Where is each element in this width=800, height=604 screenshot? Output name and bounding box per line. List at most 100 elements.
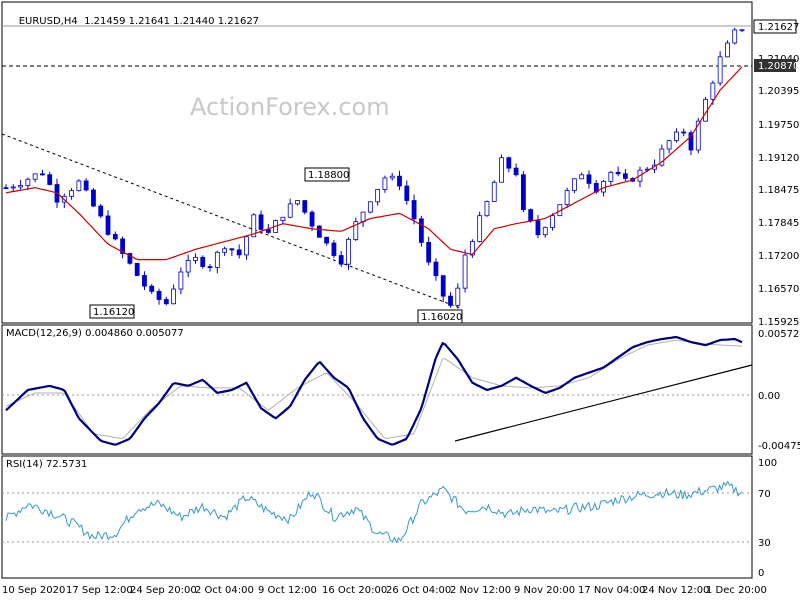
candle-body <box>251 214 257 238</box>
candle-body <box>462 254 468 289</box>
time-tick: 24 Sep 20:00 <box>130 585 197 596</box>
price-moving-average-line <box>5 66 743 261</box>
candle-body <box>10 186 16 189</box>
symbol-label: EURUSD,H4 <box>18 16 78 27</box>
candle-body <box>258 214 264 230</box>
price-tick: 1.18475 <box>758 185 799 196</box>
candle-body <box>91 189 96 207</box>
candle-body <box>615 171 621 175</box>
candle-body <box>331 242 337 256</box>
candle-body <box>25 178 31 186</box>
price-tick: 1.19750 <box>758 120 799 131</box>
second-low-annotation-label: 1.16020 <box>421 312 462 323</box>
candle-body <box>287 203 293 218</box>
macd-tick: 0.005725 <box>758 329 800 340</box>
price-y-axis: 1.21040 1.20395 1.19750 1.19120 1.18475 … <box>758 54 799 328</box>
candle-body <box>69 190 74 197</box>
candle-body <box>367 201 373 213</box>
candle-body <box>229 248 235 251</box>
candle-body <box>695 120 701 151</box>
candle-body <box>491 181 497 202</box>
candle-body <box>76 180 82 191</box>
candle-body <box>163 299 169 305</box>
candle-body <box>324 236 330 244</box>
candle-body <box>127 253 133 264</box>
candle-body <box>666 140 672 150</box>
price-tick: 1.17845 <box>758 218 799 229</box>
candle-body <box>98 205 104 217</box>
macd-panel-title: MACD(12,26,9) 0.004860 0.005077 <box>6 328 184 339</box>
candle-body <box>236 249 242 256</box>
time-tick: 17 Sep 12:00 <box>66 585 133 596</box>
price-panel-title: EURUSD,H4 1.21459 1.21641 1.21440 1.2162… <box>6 5 259 38</box>
rsi-y-axis: 100 70 30 0 <box>758 458 777 579</box>
watermark: ActionForex.com <box>190 93 390 121</box>
candle-body <box>142 275 147 287</box>
candle-body <box>659 148 665 166</box>
macd-panel-frame <box>1 324 753 455</box>
candle-body <box>200 256 206 267</box>
candle-body <box>448 295 453 306</box>
time-tick: 9 Nov 20:00 <box>514 585 575 596</box>
ohlc-values: 1.21459 1.21641 1.21440 1.21627 <box>84 16 260 27</box>
candle-body <box>411 200 417 220</box>
low-annotation-label: 1.16120 <box>93 307 134 318</box>
candle-body <box>579 174 585 180</box>
candle-body <box>83 180 89 191</box>
candle-body <box>608 171 614 182</box>
time-tick: 26 Oct 04:00 <box>386 585 451 596</box>
current-price-box <box>753 19 797 34</box>
candle-body <box>32 173 38 180</box>
candle-body <box>717 56 723 84</box>
candle-body <box>739 29 745 32</box>
candle-body <box>244 236 249 256</box>
macd-tick: -0.004755 <box>758 441 800 452</box>
candle-body <box>499 157 504 183</box>
time-tick: 2 Oct 04:00 <box>195 585 254 596</box>
price-tick: 1.17200 <box>758 251 799 262</box>
candle-body <box>222 248 228 253</box>
candle-body <box>710 82 716 100</box>
candle-body <box>295 200 300 205</box>
candle-body <box>404 185 410 201</box>
time-tick: 24 Nov 12:00 <box>642 585 709 596</box>
candle-body <box>513 167 519 176</box>
high-annotation-label: 1.18800 <box>308 170 349 181</box>
reference-price-label: 1.20870 <box>758 61 799 72</box>
candle-body <box>389 175 395 179</box>
price-tick: 1.19120 <box>758 153 799 164</box>
high-annotation-box <box>304 167 350 182</box>
candle-body <box>18 184 23 188</box>
rsi-tick: 30 <box>758 538 771 549</box>
time-tick: 10 Sep 2020 <box>2 585 65 596</box>
rsi-tick: 0 <box>758 568 764 579</box>
candle-body <box>40 173 45 176</box>
candle-body <box>265 229 271 233</box>
rsi-tick: 100 <box>758 458 777 469</box>
candle-body <box>571 178 577 191</box>
rsi-line <box>5 480 743 544</box>
candle-body <box>732 29 738 44</box>
price-tick: 1.15925 <box>758 317 799 328</box>
macd-signal-line <box>5 339 743 440</box>
candle-body <box>302 200 308 213</box>
candle-body <box>375 189 381 203</box>
candle-body <box>185 260 191 273</box>
candle-body <box>3 187 9 190</box>
candle-body <box>564 190 570 206</box>
macd-y-axis: 0.005725 0.00 -0.004755 <box>758 329 800 452</box>
candle-body <box>484 201 490 217</box>
candle-body <box>346 239 351 265</box>
candle-body <box>112 233 118 240</box>
candle-body <box>171 288 177 305</box>
candle-body <box>623 173 628 179</box>
candle-body <box>506 157 512 169</box>
candle-body <box>681 131 687 134</box>
candle-body <box>382 177 388 190</box>
candle-body <box>120 238 125 254</box>
reference-price-box <box>754 59 796 72</box>
time-tick: 17 Nov 04:00 <box>578 585 645 596</box>
candle-body <box>455 287 461 306</box>
candle-body <box>535 220 541 236</box>
